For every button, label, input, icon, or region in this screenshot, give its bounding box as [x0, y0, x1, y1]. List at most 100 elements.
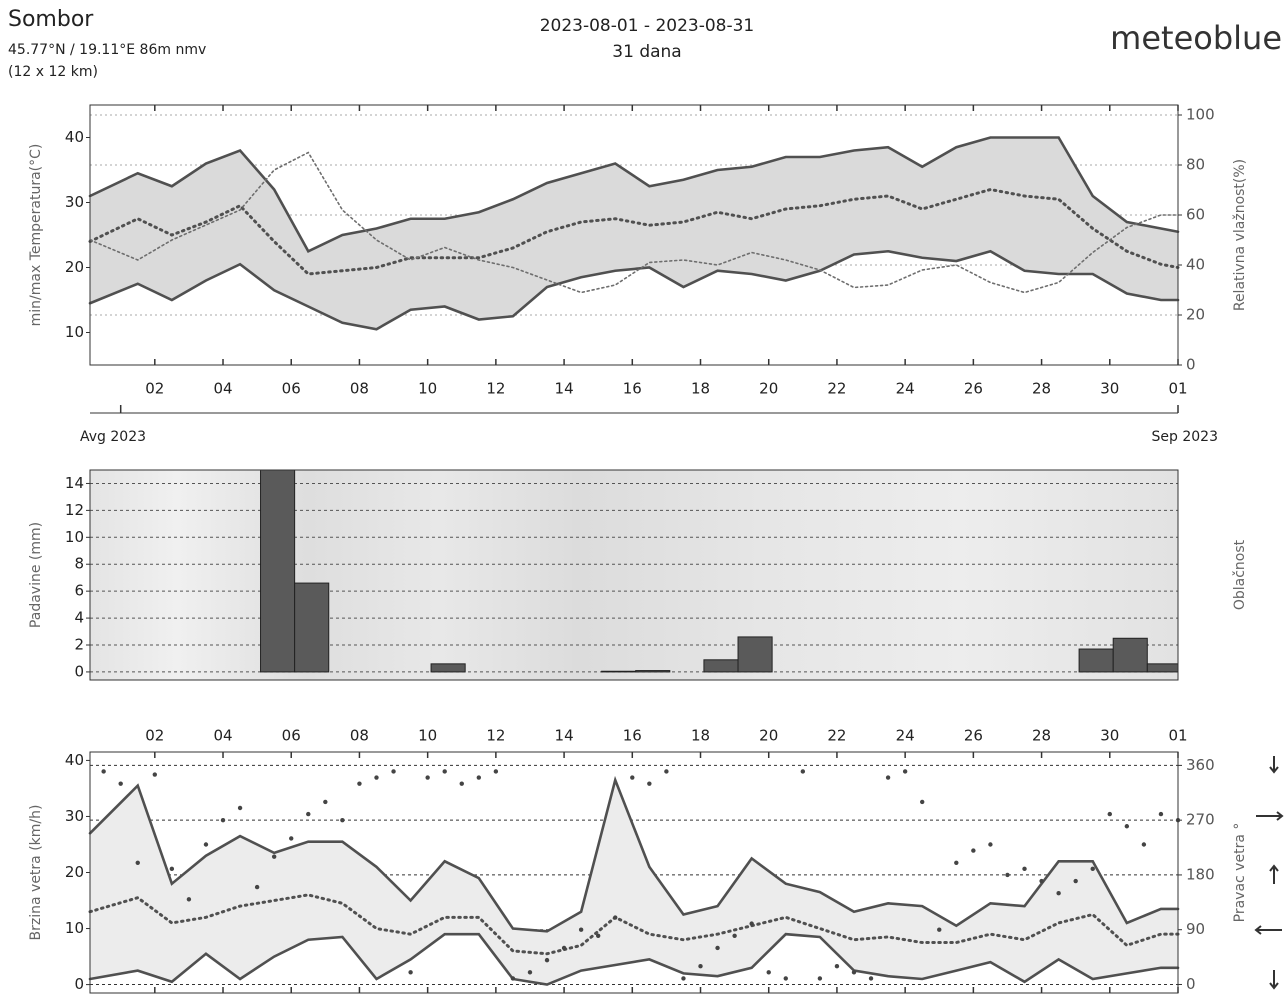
direction-point [118, 781, 123, 786]
y2-tick-label: 100 [1186, 106, 1215, 124]
y-tick-label: 12 [65, 501, 84, 519]
direction-point [971, 848, 976, 853]
day-count: 31 dana [612, 42, 681, 62]
direction-point [220, 817, 226, 823]
wind-arrows [1254, 756, 1284, 990]
x-tick-label: 10 [418, 380, 437, 398]
direction-point [732, 933, 737, 938]
direction-point [186, 897, 192, 902]
x-tick-label: 18 [691, 380, 710, 398]
y-tick-label: 14 [65, 474, 84, 492]
precip-bar [703, 659, 739, 673]
x-tick-label: 04 [213, 380, 232, 398]
series-line [89, 151, 1179, 294]
direction-point [203, 842, 209, 847]
direction-point [254, 884, 260, 890]
direction-point [851, 970, 857, 975]
series-line [88, 775, 1180, 933]
x-tick-label: 06 [282, 380, 301, 398]
direction-point [954, 860, 959, 865]
y-tick-label: 10 [65, 919, 84, 937]
y2-tick-label: 90 [1186, 920, 1205, 938]
x-tick-label: 14 [555, 380, 574, 398]
y2-tick-label: 80 [1186, 156, 1205, 174]
y2-tick-label: 0 [1186, 975, 1196, 993]
direction-point [101, 769, 106, 774]
direction-point [1005, 872, 1010, 878]
direction-point [715, 945, 720, 951]
y-tick-label: 6 [74, 582, 84, 600]
x-tick-label: 12 [486, 380, 505, 398]
location: Sombor [8, 7, 94, 32]
direction-point [323, 799, 328, 805]
direction-point [289, 836, 294, 841]
direction-point [1124, 824, 1130, 829]
y-tick-label: 10 [65, 528, 84, 546]
direction-point [425, 775, 430, 780]
range-band [90, 780, 1178, 985]
direction-point [1090, 866, 1095, 872]
y2-tick-label: 180 [1186, 865, 1215, 883]
y2-axis-title: Pravac vetra ° [1232, 823, 1248, 923]
x-tick-label: 01 [1168, 727, 1187, 745]
x-tick-label: 22 [827, 727, 846, 745]
direction-point [1022, 866, 1027, 872]
y2-tick-label: 20 [1186, 306, 1205, 324]
y-tick-label: 40 [65, 751, 84, 769]
y-tick-label: 4 [74, 609, 84, 627]
x-tick-label: 22 [827, 380, 846, 398]
x-tick-label: 20 [759, 380, 778, 398]
direction-point [868, 976, 874, 981]
precip-bar [635, 670, 671, 673]
series-line [88, 893, 1180, 956]
direction-point [595, 933, 601, 938]
x-tick-label: 08 [350, 380, 369, 398]
y-axis-title: Padavine (mm) [28, 522, 44, 628]
direction-point [391, 769, 396, 774]
y2-axis-title: Relativna vlažnost(%) [1232, 159, 1248, 311]
direction-point [613, 915, 618, 920]
y2-tick-label: 270 [1186, 811, 1215, 829]
arrow-north [1269, 864, 1279, 884]
arrow-west [1254, 925, 1282, 935]
direction-point [630, 775, 635, 780]
x-tick-label: 24 [896, 380, 915, 398]
direction-point [357, 781, 362, 786]
direction-point [527, 970, 533, 975]
direction-point [237, 805, 243, 811]
y-tick-label: 10 [65, 323, 84, 341]
plot-frame [89, 751, 1179, 994]
direction-point [374, 775, 379, 780]
direction-point [783, 976, 788, 981]
y-tick-label: 30 [65, 807, 84, 825]
x-tick-label: 04 [213, 727, 232, 745]
direction-point [1107, 811, 1112, 817]
y2-tick-label: 360 [1186, 756, 1215, 774]
arrow-south [1269, 970, 1279, 990]
y-axis-title: min/max Temperatura(°C) [28, 144, 44, 327]
direction-point [834, 964, 840, 969]
precip-bar [1112, 637, 1148, 673]
brand: meteoblue [1110, 19, 1282, 57]
coordinates: 45.77°N / 19.11°E 86m nmv [8, 42, 206, 58]
series-line [88, 136, 1180, 253]
range-band [90, 137, 1178, 330]
direction-point [766, 970, 771, 975]
panel: 10 20 30 40 0 20 40 60 80 100 02 04 06 08 10 12 14 16 18 20… [28, 104, 1248, 445]
direction-point [937, 927, 942, 932]
panel: 0 2 4 6 8 10 12 14 Padavine (mm) Oblačnost [28, 469, 1248, 681]
x-tick-label: 08 [350, 727, 369, 745]
series-line [88, 187, 1180, 276]
direction-point [698, 964, 703, 969]
x-tick-label: 16 [623, 380, 642, 398]
y2-tick-label: 60 [1186, 206, 1205, 224]
arrow-east [1256, 811, 1284, 821]
direction-point [1056, 890, 1061, 896]
direction-point [578, 927, 584, 932]
x-tick-label: 02 [145, 380, 164, 398]
direction-point [408, 970, 413, 975]
y2-tick-label: 40 [1186, 256, 1205, 274]
plot-frame [89, 469, 1179, 681]
